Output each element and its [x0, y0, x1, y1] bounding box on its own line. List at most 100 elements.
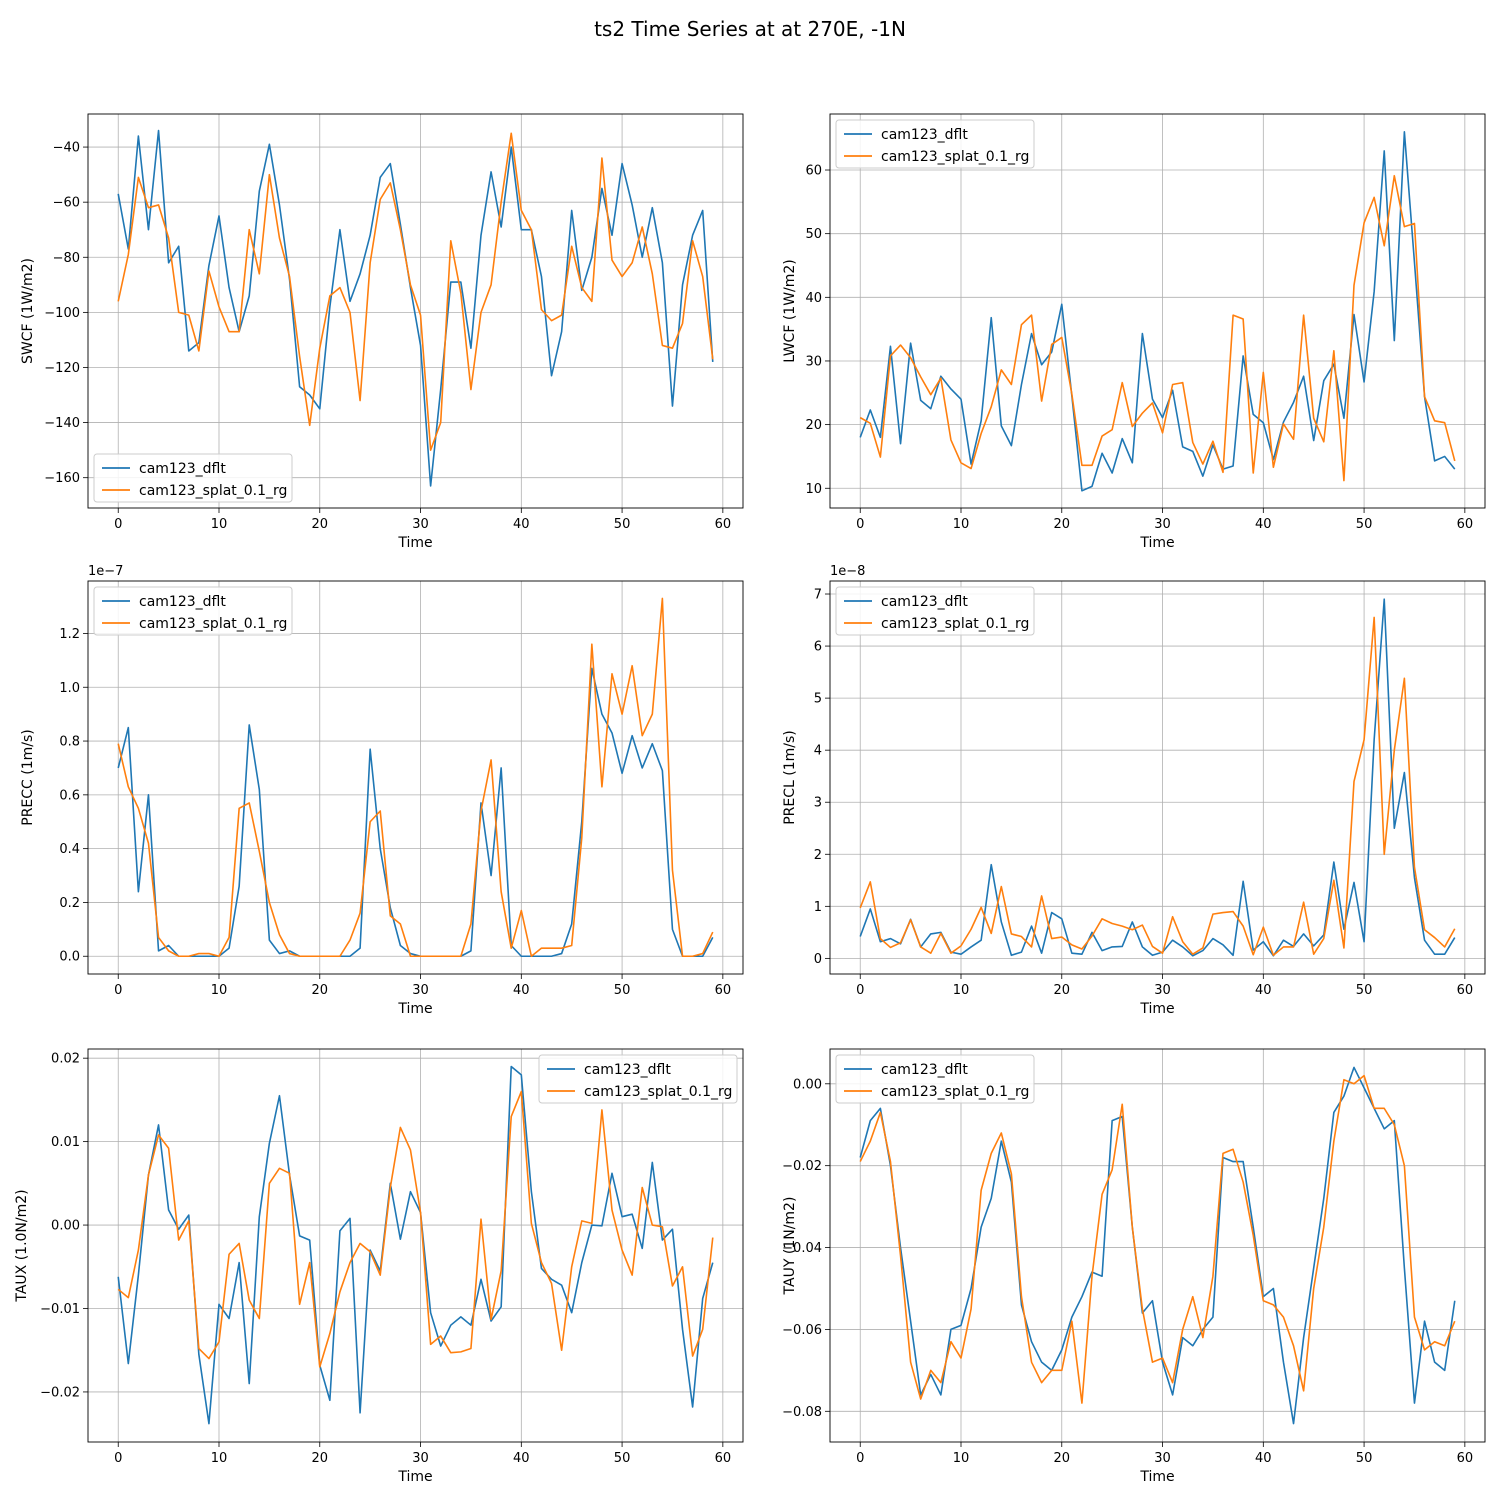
x-tick-label: 50 — [1356, 517, 1373, 532]
legend: cam123_dflt cam123_splat_0.1_rg — [93, 453, 293, 503]
x-tick-label: 20 — [1053, 517, 1070, 532]
y-tick-label: −0.02 — [782, 1159, 822, 1174]
x-tick-label: 40 — [513, 1451, 530, 1466]
x-tick-label: 10 — [211, 1451, 228, 1466]
series-line-cam123-splat-0-1-rg — [859, 616, 1456, 957]
y-tick-label: 1.0 — [59, 681, 80, 696]
axes-frame — [829, 580, 1486, 975]
series-line-cam123-dflt — [117, 1065, 714, 1425]
x-tick-label: 20 — [311, 983, 328, 998]
y-tick-label: 60 — [805, 164, 822, 179]
y-tick-label: 7 — [814, 588, 822, 603]
legend-label: cam123_splat_0.1_rg — [584, 1084, 732, 1100]
legend-label: cam123_dflt — [139, 461, 226, 477]
plot-area — [88, 581, 743, 974]
legend-label: cam123_dflt — [584, 1062, 671, 1078]
legend-box — [835, 586, 1035, 636]
y-tick-label: 6 — [814, 640, 822, 655]
legend-box — [93, 586, 293, 636]
x-tick-label: 40 — [513, 983, 530, 998]
y-tick-label: −40 — [53, 141, 80, 156]
series-line-cam123-dflt — [117, 129, 714, 487]
legend: cam123_dflt cam123_splat_0.1_rg — [835, 586, 1035, 636]
legend-label: cam123_dflt — [881, 594, 968, 610]
x-tick-label: 20 — [311, 1451, 328, 1466]
series-line-cam123-splat-0-1-rg — [117, 597, 714, 958]
plot-area — [88, 114, 743, 508]
y-tick-label: −60 — [53, 196, 80, 211]
x-axis-label: Time — [397, 535, 432, 551]
y-offset-text: 1e−7 — [88, 564, 123, 579]
y-tick-label: 0.02 — [51, 1052, 80, 1067]
y-axis-label: TAUX (1.0N/m2) — [14, 1189, 30, 1302]
legend-label: cam123_splat_0.1_rg — [139, 616, 287, 632]
legend-box — [538, 1054, 738, 1104]
legend: cam123_dflt cam123_splat_0.1_rg — [93, 586, 293, 636]
y-tick-label: 0.4 — [59, 842, 80, 857]
plot-area — [830, 1049, 1485, 1442]
x-axis-label: Time — [1139, 1001, 1174, 1017]
x-tick-label: 50 — [1356, 1451, 1373, 1466]
x-tick-label: 50 — [614, 1451, 631, 1466]
legend-box — [93, 453, 293, 503]
y-axis-label: PRECL (1m/s) — [782, 730, 798, 825]
y-tick-label: 40 — [805, 291, 822, 306]
y-tick-label: −160 — [44, 471, 80, 486]
x-tick-label: 50 — [614, 517, 631, 532]
y-tick-label: 0.2 — [59, 896, 80, 911]
legend-label: cam123_splat_0.1_rg — [881, 149, 1029, 165]
x-tick-label: 10 — [953, 517, 970, 532]
y-tick-label: 0.01 — [51, 1135, 80, 1150]
y-tick-label: 4 — [814, 744, 822, 759]
series-line-cam123-splat-0-1-rg — [859, 1074, 1456, 1404]
y-axis-label: LWCF (1W/m2) — [782, 259, 798, 363]
x-tick-label: 40 — [513, 517, 530, 532]
x-tick-label: 30 — [412, 1451, 429, 1466]
x-tick-label: 50 — [614, 983, 631, 998]
y-tick-label: 20 — [805, 418, 822, 433]
legend-label: cam123_dflt — [881, 1062, 968, 1078]
x-tick-label: 30 — [1154, 983, 1171, 998]
legend-label: cam123_dflt — [139, 594, 226, 610]
series-line-cam123-dflt — [859, 1066, 1456, 1425]
legend-label: cam123_splat_0.1_rg — [881, 616, 1029, 632]
x-tick-label: 20 — [1053, 1451, 1070, 1466]
legend-label: cam123_splat_0.1_rg — [139, 483, 287, 499]
y-tick-label: 2 — [814, 848, 822, 863]
x-tick-label: 20 — [1053, 983, 1070, 998]
y-tick-label: −120 — [44, 361, 80, 376]
y-tick-label: 50 — [805, 227, 822, 242]
legend-box — [835, 119, 1035, 169]
y-tick-label: −0.08 — [782, 1405, 822, 1420]
panel-lwcf: 0 10 20 30 40 50 60 10 20 30 40 50 60 Time LWCF (1W/m2… — [782, 113, 1486, 551]
y-tick-label: 1 — [814, 900, 822, 915]
y-tick-label: 1.2 — [59, 627, 80, 642]
x-tick-label: 60 — [1457, 983, 1474, 998]
plot-area — [830, 114, 1485, 508]
plot-area — [88, 1049, 743, 1442]
y-tick-label: 10 — [805, 482, 822, 497]
x-tick-label: 60 — [715, 983, 732, 998]
axes-frame — [829, 1048, 1486, 1443]
x-axis-label: Time — [1139, 535, 1174, 551]
x-tick-label: 10 — [211, 517, 228, 532]
axes-frame — [87, 113, 744, 509]
x-tick-label: 0 — [856, 1451, 864, 1466]
y-axis-label: TAUY (1N/m2) — [782, 1197, 798, 1296]
x-tick-label: 60 — [715, 517, 732, 532]
panel-swcf: 0 10 20 30 40 50 60 −160 −140 −120 −100 −80 −60 −40 Ti… — [20, 113, 744, 551]
x-axis-label: Time — [1139, 1469, 1174, 1485]
x-tick-label: 10 — [211, 983, 228, 998]
y-tick-label: 30 — [805, 354, 822, 369]
y-tick-label: −0.02 — [40, 1385, 80, 1400]
x-tick-label: 30 — [412, 983, 429, 998]
x-tick-label: 0 — [856, 983, 864, 998]
axes-frame — [829, 113, 1486, 509]
panel-taux: 0 10 20 30 40 50 60 −0.02 −0.01 0.00 0.01 0.02 Time T… — [14, 1048, 744, 1485]
legend: cam123_dflt cam123_splat_0.1_rg — [835, 119, 1035, 169]
x-tick-label: 0 — [114, 983, 122, 998]
x-tick-label: 40 — [1255, 517, 1272, 532]
y-tick-label: 0 — [814, 952, 822, 967]
y-tick-label: 0.6 — [59, 788, 80, 803]
y-tick-label: 0.00 — [51, 1219, 80, 1234]
